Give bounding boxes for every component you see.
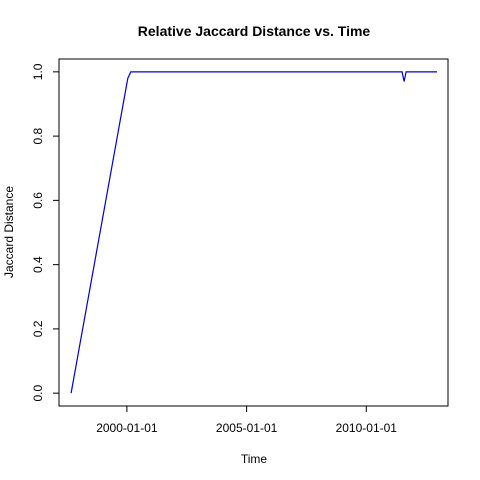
series-line (70, 71, 437, 394)
y-tick-label: 0.0 (31, 384, 45, 401)
y-tick-label: 0.2 (31, 320, 45, 337)
x-tick-label: 2010-01-01 (336, 421, 398, 435)
y-tick-label: 0.8 (31, 127, 45, 144)
x-axis: 2000-01-01 2005-01-01 2010-01-01 (96, 406, 397, 435)
y-tick-label: 0.4 (31, 256, 45, 273)
y-axis-label: Jaccard Distance (2, 186, 16, 278)
x-tick-label: 2005-01-01 (216, 421, 278, 435)
y-tick-label: 0.6 (31, 192, 45, 209)
x-tick-label: 2000-01-01 (96, 421, 158, 435)
y-axis: 0.0 0.2 0.4 0.6 0.8 1.0 (31, 63, 59, 401)
y-tick-label: 1.0 (31, 63, 45, 80)
plot-frame (58, 58, 449, 407)
x-axis-label: Time (241, 452, 268, 466)
chart-title: Relative Jaccard Distance vs. Time (138, 23, 371, 39)
